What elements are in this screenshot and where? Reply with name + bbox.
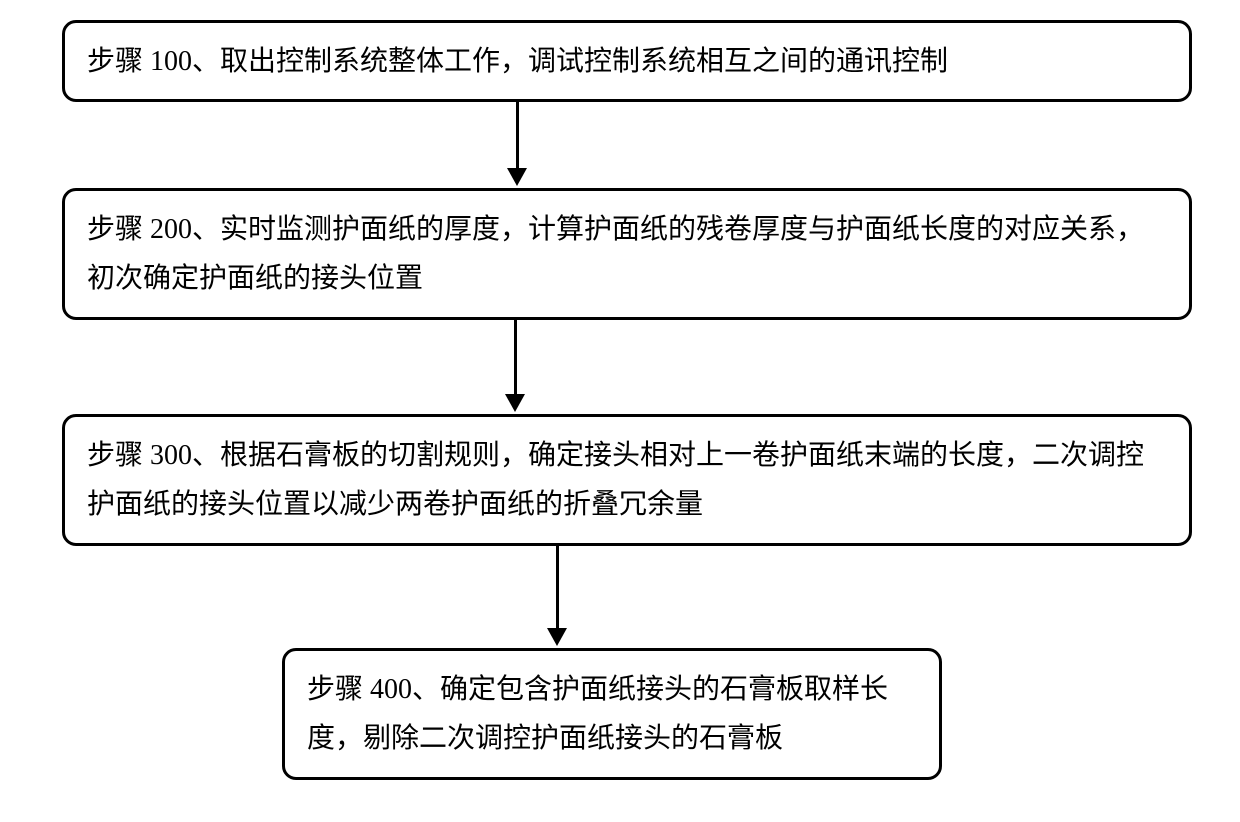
flow-node-text: 步骤 200、实时监测护面纸的厚度，计算护面纸的残卷厚度与护面纸长度的对应关系，… — [87, 205, 1167, 303]
flow-node-step400: 步骤 400、确定包含护面纸接头的石膏板取样长度，剔除二次调控护面纸接头的石膏板 — [282, 648, 942, 780]
flow-arrow-line — [516, 102, 519, 170]
flow-node-step100: 步骤 100、取出控制系统整体工作，调试控制系统相互之间的通讯控制 — [62, 20, 1192, 102]
flow-node-text: 步骤 100、取出控制系统整体工作，调试控制系统相互之间的通讯控制 — [87, 37, 948, 86]
flow-node-text: 步骤 400、确定包含护面纸接头的石膏板取样长度，剔除二次调控护面纸接头的石膏板 — [307, 665, 917, 763]
flow-arrow-head — [507, 168, 527, 186]
flow-arrow-line — [556, 546, 559, 630]
flow-arrow-head — [547, 628, 567, 646]
flow-node-step300: 步骤 300、根据石膏板的切割规则，确定接头相对上一卷护面纸末端的长度，二次调控… — [62, 414, 1192, 546]
flow-arrow-line — [514, 320, 517, 396]
flow-node-text: 步骤 300、根据石膏板的切割规则，确定接头相对上一卷护面纸末端的长度，二次调控… — [87, 431, 1167, 529]
flow-arrow-head — [505, 394, 525, 412]
flowchart-container: 步骤 100、取出控制系统整体工作，调试控制系统相互之间的通讯控制 步骤 200… — [0, 0, 1240, 822]
flow-node-step200: 步骤 200、实时监测护面纸的厚度，计算护面纸的残卷厚度与护面纸长度的对应关系，… — [62, 188, 1192, 320]
